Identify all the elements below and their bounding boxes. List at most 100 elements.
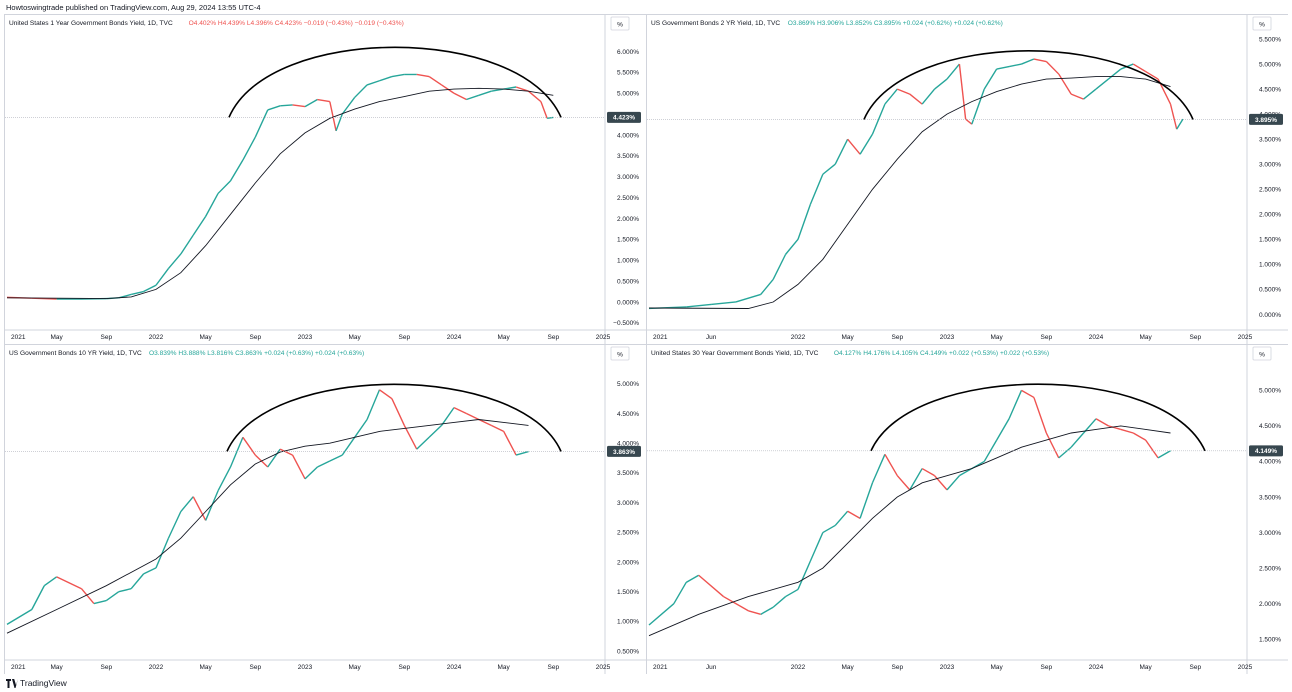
x-tick-label: Sep xyxy=(1190,664,1202,671)
price-segment xyxy=(515,86,529,92)
x-tick-label: 2025 xyxy=(596,664,611,671)
ohlc-values: O3.869% H3.906% L3.852% C3.895% +0.024 (… xyxy=(788,20,1003,27)
price-segment xyxy=(1145,70,1159,80)
price-segment xyxy=(540,101,548,119)
x-tick-label: 2023 xyxy=(298,334,313,341)
unit-box[interactable] xyxy=(610,16,630,31)
unit-label[interactable]: % xyxy=(1259,352,1265,359)
price-segment xyxy=(379,389,393,400)
unit-label[interactable]: % xyxy=(1259,22,1265,29)
y-tick-label: 3.500% xyxy=(617,470,639,477)
price-segment xyxy=(292,104,306,108)
x-tick-label: Sep xyxy=(101,664,113,671)
price-segment xyxy=(934,475,948,491)
y-tick-label: 3.000% xyxy=(1259,162,1281,169)
price-segment xyxy=(834,138,849,165)
tradingview-brand[interactable]: TradingView xyxy=(20,678,67,688)
price-badge-text: 3.863% xyxy=(613,449,635,456)
chart-svg-2y[interactable]: US Government Bonds 2 YR Yield, 1D, TVC O… xyxy=(647,15,1288,344)
price-segment xyxy=(723,595,749,612)
price-segment xyxy=(280,104,293,107)
price-segment xyxy=(1108,425,1122,431)
price-segment xyxy=(673,581,687,605)
publisher-text: Howtoswingtrade published on TradingView… xyxy=(6,3,261,12)
price-segment xyxy=(441,84,455,94)
price-segment xyxy=(329,101,337,131)
unit-box[interactable] xyxy=(1252,16,1272,31)
price-segment xyxy=(983,439,998,462)
y-tick-label: 5.000% xyxy=(1259,388,1281,395)
rounding-top-arc xyxy=(228,46,562,118)
price-segment xyxy=(105,591,120,602)
chart-panel-10y[interactable]: US Government Bonds 10 YR Yield, 1D, TVC… xyxy=(5,345,646,674)
price-segment xyxy=(958,63,967,120)
ohlc-values: O3.839% H3.888% L3.816% C3.863% +0.024 (… xyxy=(149,350,364,357)
price-segment xyxy=(131,290,144,296)
price-segment xyxy=(1095,418,1109,427)
y-tick-label: 4.500% xyxy=(1259,423,1281,430)
y-tick-label: 0.500% xyxy=(1259,287,1281,294)
chart-panel-30y[interactable]: United States 30 Year Government Bonds Y… xyxy=(647,345,1288,674)
price-segment xyxy=(31,585,45,610)
price-segment xyxy=(304,98,318,108)
y-tick-label: 2.500% xyxy=(1259,187,1281,194)
moving-average-line xyxy=(6,419,529,634)
price-segment xyxy=(205,490,219,521)
tradingview-logo-icon[interactable] xyxy=(6,679,18,688)
price-segment xyxy=(698,574,724,598)
price-segment xyxy=(847,510,861,519)
y-tick-label: 5.000% xyxy=(617,91,639,98)
price-segment xyxy=(809,173,824,205)
price-segment xyxy=(1008,63,1022,68)
y-tick-label: 1.000% xyxy=(1259,262,1281,269)
chart-title: United States 30 Year Government Bonds Y… xyxy=(651,350,819,357)
x-tick-label: 2024 xyxy=(1089,334,1104,341)
price-segment xyxy=(341,436,356,456)
chart-svg-1y[interactable]: United States 1 Year Government Bonds Yi… xyxy=(5,15,646,344)
y-tick-label: 4.500% xyxy=(617,411,639,418)
x-tick-label: Sep xyxy=(250,334,262,341)
price-segment xyxy=(884,88,898,105)
price-segment xyxy=(403,425,418,450)
x-tick-label: 2022 xyxy=(149,334,164,341)
x-tick-label: 2025 xyxy=(1238,664,1253,671)
y-tick-label: 0.500% xyxy=(617,278,639,285)
ohlc-values: O4.127% H4.176% L4.105% C4.149% +0.022 (… xyxy=(834,350,1049,357)
price-segment xyxy=(735,293,761,303)
price-segment xyxy=(909,468,923,491)
unit-label[interactable]: % xyxy=(617,352,623,359)
price-segment xyxy=(366,80,380,86)
x-tick-label: May xyxy=(498,334,511,341)
chart-panel-1y[interactable]: United States 1 Year Government Bonds Yi… xyxy=(5,15,646,344)
price-badge-text: 4.149% xyxy=(1255,448,1277,455)
unit-box[interactable] xyxy=(610,346,630,361)
price-segment xyxy=(267,448,281,468)
price-segment xyxy=(229,437,244,468)
price-segment xyxy=(822,163,836,175)
y-tick-label: 2.000% xyxy=(617,216,639,223)
ohlc-values: O4.402% H4.439% L4.396% C4.423% −0.019 (… xyxy=(189,20,404,27)
price-segment xyxy=(1145,439,1159,459)
x-tick-label: May xyxy=(349,664,362,671)
price-segment xyxy=(217,466,232,492)
x-tick-label: May xyxy=(842,664,855,671)
x-tick-label: 2021 xyxy=(653,334,668,341)
price-segment xyxy=(1070,432,1085,448)
unit-label[interactable]: % xyxy=(617,22,623,29)
price-segment xyxy=(1021,58,1035,65)
y-tick-label: 0.000% xyxy=(617,299,639,306)
x-tick-label: Jun xyxy=(706,664,717,671)
unit-box[interactable] xyxy=(1252,346,1272,361)
y-tick-label: 0.000% xyxy=(1259,312,1281,319)
price-segment xyxy=(965,118,973,125)
price-segment xyxy=(130,573,145,590)
chart-panel-2y[interactable]: US Government Bonds 2 YR Yield, 1D, TVC O… xyxy=(647,15,1288,344)
chart-svg-30y[interactable]: United States 30 Year Government Bonds Y… xyxy=(647,345,1288,674)
y-tick-label: 3.000% xyxy=(617,174,639,181)
y-tick-label: 6.000% xyxy=(617,49,639,56)
price-segment xyxy=(946,63,960,80)
chart-svg-10y[interactable]: US Government Bonds 10 YR Yield, 1D, TVC… xyxy=(5,345,646,674)
price-segment xyxy=(983,68,998,90)
x-tick-label: Sep xyxy=(250,664,262,671)
y-tick-label: 1.500% xyxy=(1259,637,1281,644)
